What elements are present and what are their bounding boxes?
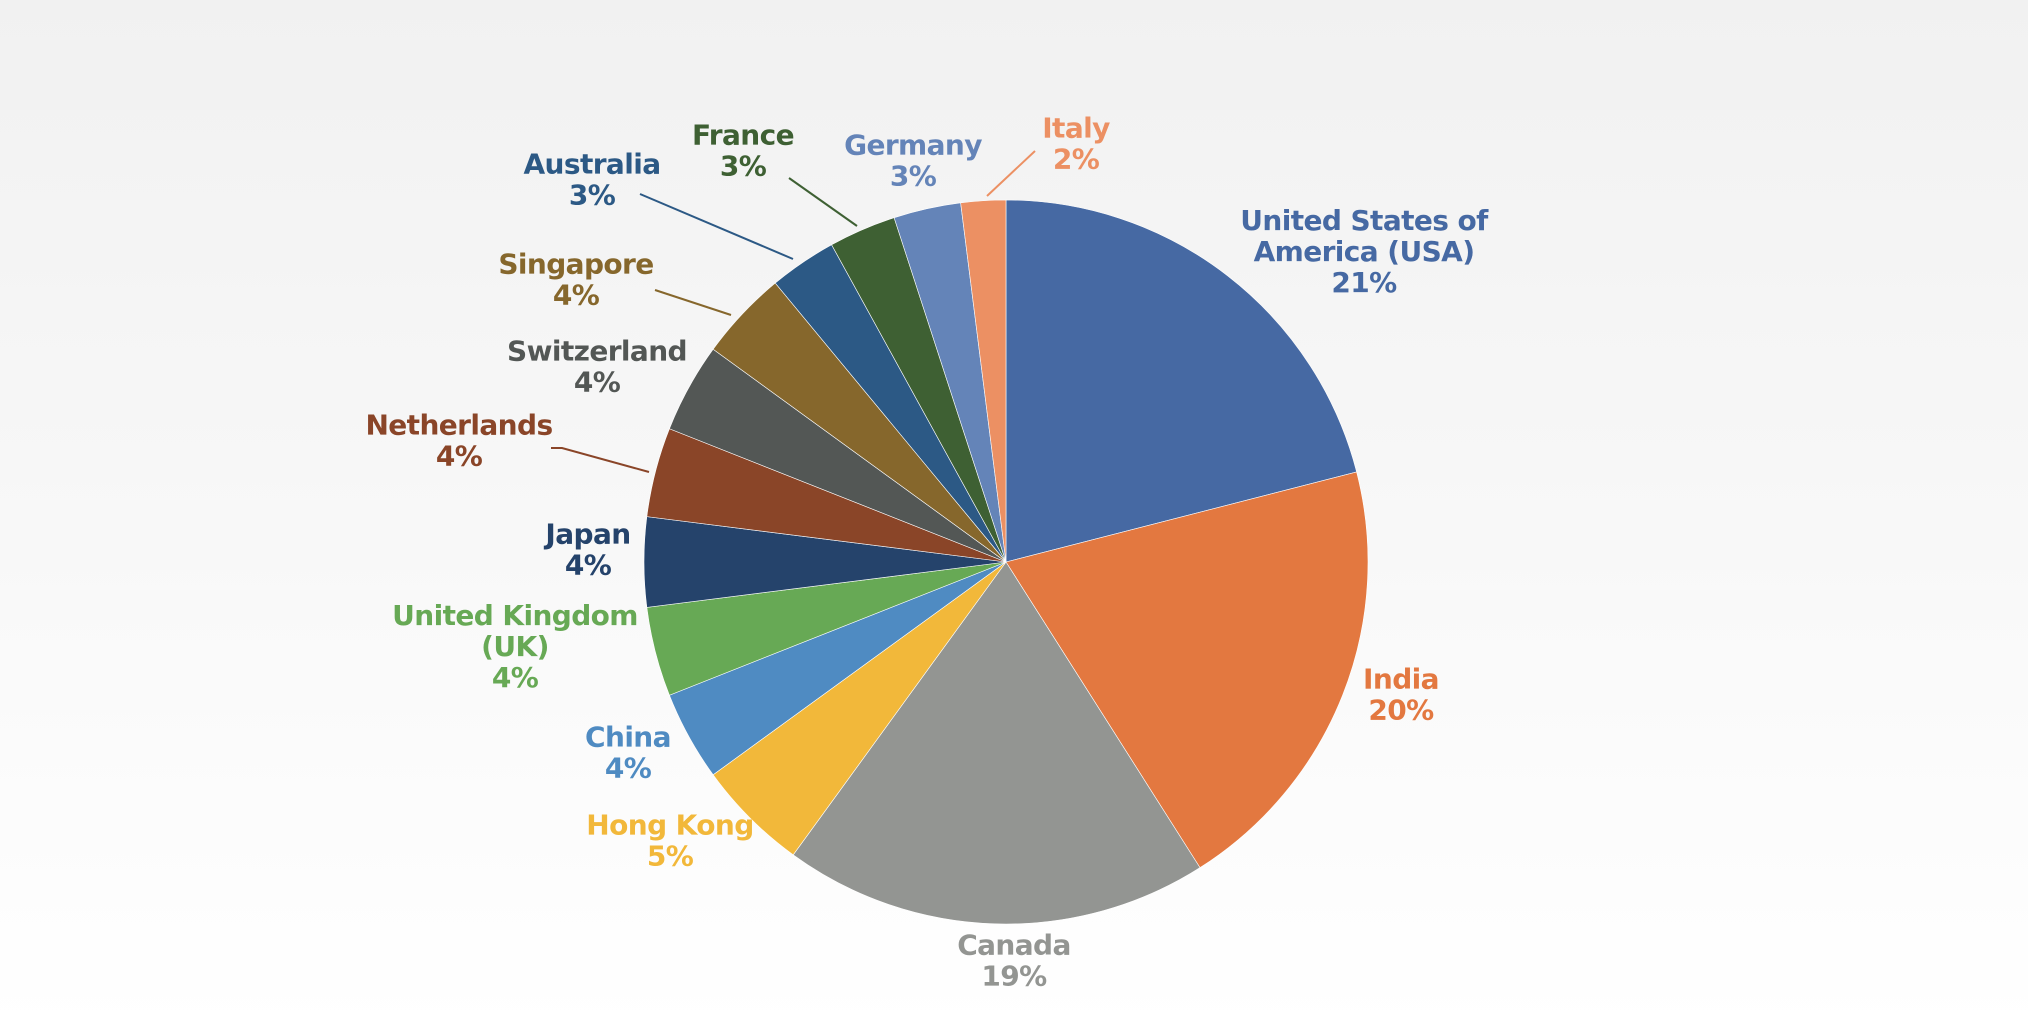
data-label-pct-switzerland: 4% [574,366,621,399]
data-label-name-switzerland: Switzerland [507,335,687,368]
data-label-pct-united-kingdom-uk: 4% [492,661,539,694]
data-label-pct-japan: 4% [565,549,612,582]
data-label-name-united-kingdom-uk: (UK) [481,630,549,663]
data-label-name-united-states-of-america-usa: United States of [1240,204,1489,237]
data-label-name-india: India [1363,663,1439,696]
data-label-name-germany: Germany [844,129,982,162]
data-label-pct-australia: 3% [569,179,616,212]
data-label-pct-germany: 3% [890,160,937,193]
data-label-name-australia: Australia [523,148,660,181]
leader-lines [551,150,1036,473]
data-label-name-hong-kong: Hong Kong [586,809,753,842]
data-label-name-united-kingdom-uk: United Kingdom [392,599,638,632]
leader-line-australia [639,193,794,260]
data-label-pct-hong-kong: 5% [647,840,694,873]
leader-line-france [788,177,858,227]
pie-slice-united-states-of-america-usa [1005,199,1357,563]
pie-slices [643,199,1369,925]
pie-slice-canada [792,561,1201,925]
data-label-pct-netherlands: 4% [436,440,483,473]
data-label-pct-singapore: 4% [553,279,600,312]
leader-line-italy [986,150,1036,197]
data-label-name-china: China [585,721,671,754]
leader-line-singapore [654,289,732,316]
data-label-name-canada: Canada [957,929,1071,962]
data-label-name-singapore: Singapore [498,248,653,281]
leader-line-netherlands [551,447,650,473]
data-label-name-japan: Japan [543,518,630,551]
data-label-pct-india: 20% [1368,694,1434,727]
data-label-name-netherlands: Netherlands [365,409,552,442]
data-label-pct-united-states-of-america-usa: 21% [1331,266,1397,299]
data-label-pct-italy: 2% [1053,143,1100,176]
pie-slice-india [1005,471,1369,869]
data-label-pct-france: 3% [720,150,767,183]
data-label-pct-china: 4% [605,752,652,785]
data-label-name-france: France [692,119,794,152]
data-label-name-united-states-of-america-usa: America (USA) [1254,235,1475,268]
data-label-pct-canada: 19% [981,960,1047,993]
data-label-name-italy: Italy [1042,112,1110,145]
pie-slice-italy [960,199,1007,563]
